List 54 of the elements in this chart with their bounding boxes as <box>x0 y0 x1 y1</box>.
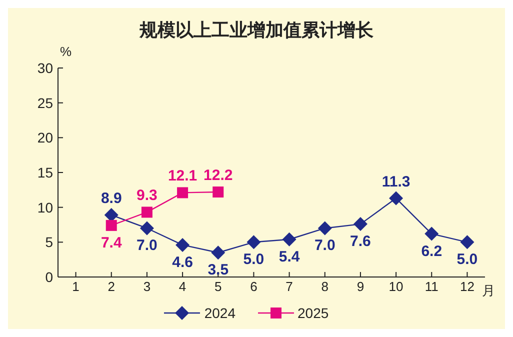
y-tick-label: 0 <box>45 268 54 285</box>
x-tick-label: 2 <box>108 279 115 294</box>
point <box>318 221 332 236</box>
point <box>353 217 368 232</box>
point <box>177 187 188 198</box>
y-tick-label: 15 <box>37 164 54 180</box>
data-label: 5.4 <box>278 248 300 266</box>
y-tick-label: 5 <box>45 234 54 250</box>
data-label: 5.0 <box>456 251 478 268</box>
data-label: 5.0 <box>243 251 264 268</box>
data-label: 7.4 <box>100 234 122 252</box>
point <box>246 235 261 250</box>
point <box>176 238 190 252</box>
legend-label: 2024 <box>204 305 236 321</box>
point <box>212 186 224 198</box>
chart-title: 规模以上工业增加值累计增长 <box>138 19 374 42</box>
point <box>389 191 404 206</box>
x-tick-label: 1 <box>72 279 80 294</box>
data-label: 6.2 <box>421 242 442 260</box>
point <box>104 208 118 222</box>
x-tick-label: 6 <box>250 279 258 294</box>
point <box>211 246 226 260</box>
point <box>140 221 154 236</box>
x-tick-label: 7 <box>286 279 293 294</box>
point <box>460 235 474 250</box>
y-tick-label: 25 <box>37 94 54 111</box>
data-label: 8.9 <box>100 190 122 207</box>
data-label: 11.3 <box>382 173 410 190</box>
x-tick-label: 3 <box>143 279 151 294</box>
x-tick-label: 4 <box>178 279 186 294</box>
y-tick-label: 30 <box>37 60 54 76</box>
data-label: 9.3 <box>136 187 158 204</box>
x-tick-label: 12 <box>460 279 474 294</box>
data-label: 12.1 <box>168 168 198 185</box>
point <box>282 232 296 246</box>
x-tick-label: 10 <box>388 279 404 294</box>
x-tick-label: 9 <box>356 279 364 294</box>
point <box>141 206 152 218</box>
data-label: 7.0 <box>136 237 158 254</box>
data-label: 7.6 <box>350 233 371 250</box>
legend-label: 2025 <box>298 305 329 321</box>
x-tick-label: 5 <box>214 279 222 294</box>
x-axis-title: 月 <box>482 282 495 300</box>
data-label: 3.5 <box>208 262 229 279</box>
data-label: 7.0 <box>314 237 336 254</box>
point <box>424 226 439 241</box>
data-label: 4.6 <box>172 254 193 271</box>
data-label: 12.2 <box>204 167 233 184</box>
y-tick-label: 10 <box>37 199 54 216</box>
y-axis-title: % <box>60 44 72 59</box>
y-tick-label: 20 <box>37 130 54 146</box>
x-tick-label: 8 <box>321 279 328 294</box>
point <box>106 220 117 231</box>
x-tick-label: 11 <box>424 279 438 294</box>
